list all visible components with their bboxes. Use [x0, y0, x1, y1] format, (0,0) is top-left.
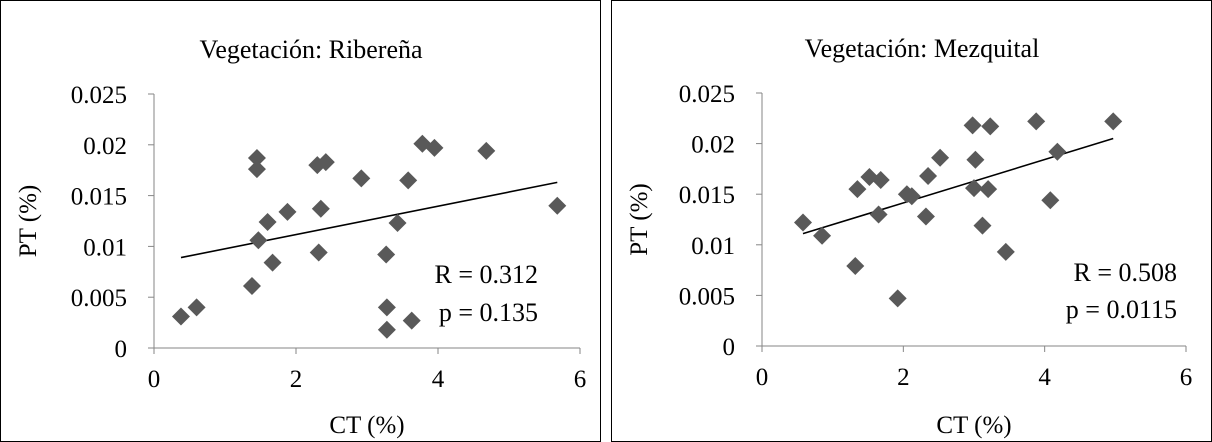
x-axis-title: CT (%): [936, 412, 1011, 439]
data-point-marker: [981, 117, 1000, 136]
x-tick-label: 2: [897, 364, 910, 391]
data-point-marker: [187, 298, 206, 317]
y-tick-label: 0.02: [83, 133, 127, 160]
data-point-marker: [425, 138, 444, 157]
data-point-marker: [388, 214, 407, 233]
data-point-marker: [247, 160, 266, 179]
x-tick-label: 6: [1180, 364, 1193, 391]
data-point-marker: [846, 257, 865, 276]
data-point-marker: [171, 307, 190, 326]
trendline: [802, 137, 1114, 235]
data-point-marker: [869, 205, 888, 224]
y-tick-label: 0.015: [679, 182, 735, 209]
x-tick-label: 4: [432, 366, 445, 393]
data-point-marker: [916, 207, 935, 226]
data-point-marker: [979, 180, 998, 199]
y-tick-label: 0.025: [71, 82, 127, 109]
data-point-marker: [902, 187, 921, 206]
y-tick-label: 0.005: [679, 283, 735, 310]
data-point-marker: [477, 141, 496, 160]
y-tick-label: 0.01: [83, 234, 127, 261]
x-tick-label: 2: [290, 366, 303, 393]
x-tick-label: 0: [756, 364, 769, 391]
data-point-marker: [871, 171, 890, 190]
data-point-marker: [1048, 142, 1067, 161]
data-point-marker: [242, 277, 261, 296]
y-tick-label: 0: [115, 336, 128, 363]
y-tick-label: 0: [723, 334, 736, 361]
data-point-marker: [309, 243, 328, 262]
data-point-marker: [996, 242, 1015, 261]
data-point-marker: [278, 202, 297, 221]
chart-panel-mezquital: Vegetación: Mezquital 0 0.005 0.01 0.015 0.02…: [611, 0, 1212, 442]
data-point-marker: [548, 196, 567, 215]
scatter-chart-riberena: Vegetación: Ribereña 0 0.005 0.01 0.015 0.02 0…: [15, 35, 587, 439]
x-tick-label: 4: [1038, 364, 1051, 391]
data-point-marker: [258, 213, 277, 232]
data-point-marker: [352, 169, 371, 188]
stat-annotation: R = 0.508: [1073, 258, 1177, 287]
data-point-marker: [919, 166, 938, 185]
data-point-marker: [973, 216, 992, 235]
data-point-marker: [377, 245, 396, 264]
y-axis-title: PT (%): [15, 185, 42, 257]
data-point-marker: [1027, 112, 1046, 131]
data-point-marker: [793, 213, 812, 232]
y-tick-label: 0.005: [71, 285, 127, 312]
data-point-marker: [399, 171, 418, 190]
data-point-marker: [888, 289, 907, 308]
y-tick-label: 0.02: [691, 132, 735, 159]
y-tick-label: 0.015: [71, 184, 127, 211]
data-point-marker: [377, 320, 396, 339]
data-point-marker: [965, 179, 983, 198]
stat-annotation: R = 0.312: [434, 260, 538, 289]
data-point-marker: [963, 116, 982, 135]
y-tick-label: 0.025: [679, 81, 735, 108]
data-point-marker: [311, 199, 330, 218]
x-axis-title: CT (%): [329, 412, 404, 439]
data-point-marker: [813, 226, 832, 245]
y-axis-title: PT (%): [626, 183, 653, 255]
x-tick-label: 0: [148, 366, 161, 393]
stat-annotation: p = 0.135: [439, 298, 538, 327]
data-point-marker: [1041, 191, 1060, 210]
chart-title: Vegetación: Ribereña: [199, 35, 423, 64]
data-point-marker: [402, 311, 421, 330]
data-point-marker: [316, 153, 335, 172]
chart-title: Vegetación: Mezquital: [805, 34, 1040, 63]
data-point-marker: [249, 231, 268, 250]
data-point-marker: [263, 253, 282, 272]
scatter-chart-mezquital: Vegetación: Mezquital 0 0.005 0.01 0.015 0.02…: [626, 34, 1193, 439]
chart-panel-riberena: Vegetación: Ribereña 0 0.005 0.01 0.015 0.02 0…: [0, 0, 601, 442]
data-point-marker: [966, 150, 985, 169]
data-point-marker: [1104, 112, 1123, 131]
data-point-marker: [247, 149, 266, 168]
data-point-marker: [377, 298, 396, 317]
data-point-marker: [848, 180, 867, 199]
x-tick-label: 6: [574, 366, 587, 393]
data-point-marker: [931, 148, 950, 167]
y-tick-label: 0.01: [691, 233, 735, 260]
trendline: [180, 181, 558, 259]
stat-annotation: p = 0.0115: [1066, 295, 1177, 324]
